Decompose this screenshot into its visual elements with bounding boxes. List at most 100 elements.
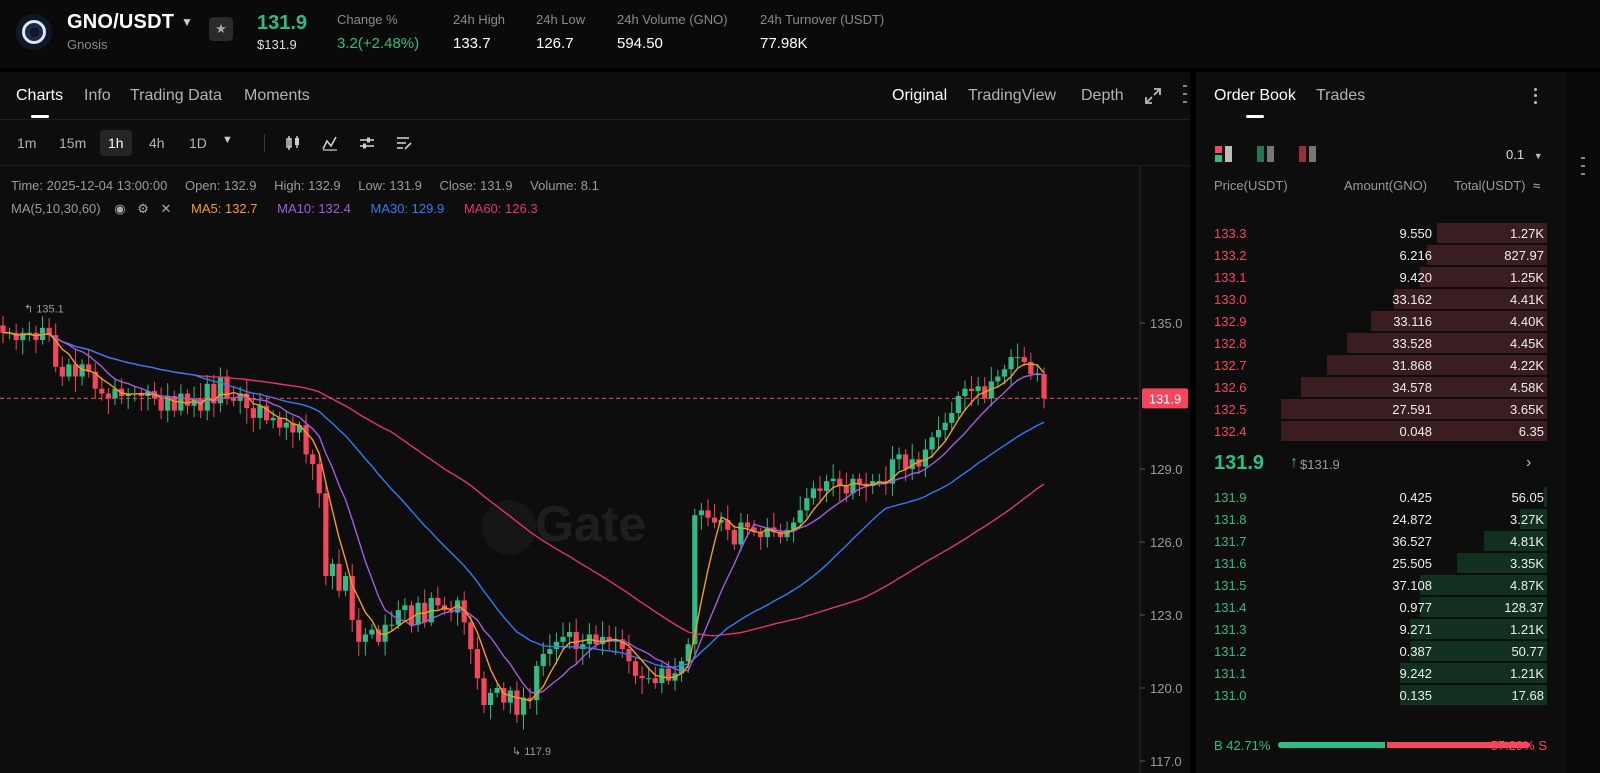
ask-row[interactable]: 132.5 27.591 3.65K <box>1214 398 1547 420</box>
chevron-right-icon[interactable]: › <box>1526 454 1532 471</box>
tab-order-book[interactable]: Order Book <box>1214 87 1296 104</box>
row-total: 4.81K <box>1510 534 1544 549</box>
candle-body <box>1001 369 1008 377</box>
bid-row[interactable]: 131.3 9.271 1.21K <box>1214 618 1547 640</box>
view-bids-icon[interactable] <box>1256 145 1278 163</box>
bid-row[interactable]: 131.8 24.872 3.27K <box>1214 508 1547 530</box>
tab-trades[interactable]: Trades <box>1316 87 1366 104</box>
row-total: 4.22K <box>1510 358 1544 373</box>
ask-row[interactable]: 133.3 9.550 1.27K <box>1214 222 1547 244</box>
candle-body <box>158 398 164 411</box>
candle-body <box>343 576 349 591</box>
bid-row[interactable]: 131.0 0.135 17.68 <box>1214 684 1547 706</box>
stat-label: 24h Turnover (USDT) <box>760 12 885 27</box>
timeframe-4h[interactable]: 4h <box>149 135 165 151</box>
candle-body <box>494 688 500 693</box>
bid-row[interactable]: 131.5 37.108 4.87K <box>1214 574 1547 596</box>
ask-row[interactable]: 133.2 6.216 827.97 <box>1214 244 1547 266</box>
row-total: 4.41K <box>1510 292 1544 307</box>
ask-row[interactable]: 133.1 9.420 1.25K <box>1214 266 1547 288</box>
ask-row[interactable]: 132.7 31.868 4.22K <box>1214 354 1547 376</box>
tab-charts[interactable]: Charts <box>16 87 64 104</box>
expand-icon[interactable] <box>1144 87 1162 105</box>
candle-body <box>968 388 975 392</box>
ask-row[interactable]: 132.6 34.578 4.58K <box>1214 376 1547 398</box>
bid-row[interactable]: 131.9 0.425 56.05 <box>1214 486 1547 508</box>
low-marker-label: ↳ 117.9 <box>512 746 551 758</box>
toggle-total-icon[interactable]: ≈ <box>1533 178 1541 193</box>
more-options-icon[interactable] <box>1532 86 1538 106</box>
candlestick-chart[interactable]: ⬤Gate135.0129.0126.0123.0120.0117.011-30… <box>0 166 1190 773</box>
y-tick-label: 120.0 <box>1150 681 1183 696</box>
tab-original[interactable]: Original <box>892 87 948 104</box>
ma10-value: MA10: 132.4 <box>277 201 351 216</box>
row-amount: 25.505 <box>1392 556 1432 571</box>
row-amount: 34.578 <box>1392 380 1432 395</box>
candle-body <box>487 692 494 706</box>
row-price: 131.1 <box>1214 666 1247 681</box>
ohlc-readout: Time: 2025-12-04 13:00:00 Open: 132.9 Hi… <box>11 178 613 193</box>
row-amount: 0.135 <box>1399 688 1432 703</box>
tab-tradingview[interactable]: TradingView <box>968 87 1057 104</box>
candle-body <box>250 408 256 418</box>
candle-body <box>540 653 546 667</box>
depth-bar <box>1393 289 1547 309</box>
stat-change: Change % 3.2(+2.48%) <box>337 12 419 52</box>
candle-body <box>86 364 92 372</box>
ask-row[interactable]: 132.8 33.528 4.45K <box>1214 332 1547 354</box>
stat-value: 77.98K <box>760 35 808 52</box>
last-price: 131.9 <box>257 12 308 34</box>
timeframe-1h[interactable]: 1h <box>100 130 132 156</box>
bid-row[interactable]: 131.6 25.505 3.35K <box>1214 552 1547 574</box>
tab-info[interactable]: Info <box>84 87 111 104</box>
candle-body <box>244 393 250 409</box>
favorite-star-button[interactable]: ★ <box>209 17 233 41</box>
drawing-tools-icon[interactable] <box>395 134 413 152</box>
ma-legend: MA(5,10,30,60) ◉ ⚙ ✕ MA5: 132.7 MA10: 13… <box>11 201 554 217</box>
ask-row[interactable]: 132.9 33.116 4.40K <box>1214 310 1547 332</box>
candle-body <box>791 522 797 530</box>
bid-row[interactable]: 131.7 36.527 4.81K <box>1214 530 1547 552</box>
candle-body <box>224 376 230 399</box>
candle-body <box>850 478 856 494</box>
ask-row[interactable]: 132.4 0.048 6.35 <box>1214 420 1547 442</box>
tab-depth[interactable]: Depth <box>1081 87 1124 104</box>
candle-body <box>837 478 843 487</box>
view-both-icon[interactable] <box>1214 145 1236 163</box>
bid-row[interactable]: 131.1 9.242 1.21K <box>1214 662 1547 684</box>
eye-icon[interactable]: ◉ <box>114 201 126 216</box>
timeframe-15m[interactable]: 15m <box>59 135 87 151</box>
settings-icon[interactable]: ⚙ <box>137 201 149 216</box>
ask-row[interactable]: 133.0 33.162 4.41K <box>1214 288 1547 310</box>
indicator-icon[interactable] <box>321 134 339 152</box>
sidebar-menu-icon[interactable] <box>1580 154 1586 178</box>
candle-body <box>665 668 672 681</box>
view-asks-icon[interactable] <box>1298 145 1320 163</box>
row-total: 56.05 <box>1511 490 1544 505</box>
settings-sliders-icon[interactable] <box>358 134 376 152</box>
candle-body <box>375 629 382 642</box>
row-amount: 6.216 <box>1399 248 1432 263</box>
candle-body <box>797 510 803 523</box>
timeframe-1m[interactable]: 1m <box>17 135 37 151</box>
tab-moments[interactable]: Moments <box>244 87 310 104</box>
bid-row[interactable]: 131.2 0.387 50.77 <box>1214 640 1547 662</box>
candle-body <box>962 388 968 396</box>
bid-row[interactable]: 131.4 0.977 128.37 <box>1214 596 1547 618</box>
timeframe-more-caret-icon[interactable]: ▼ <box>222 134 233 146</box>
precision-select[interactable]: 0.1 ▼ <box>1506 147 1543 162</box>
chart-menu-icon[interactable] <box>1182 82 1188 106</box>
candle-body <box>468 622 474 650</box>
last-price-usd: $131.9 <box>257 37 297 52</box>
pair-dropdown-caret-icon[interactable]: ▼ <box>181 15 193 29</box>
stat-label: 24h Volume (GNO) <box>617 12 728 27</box>
pair-symbol[interactable]: GNO/USDT <box>67 11 175 33</box>
timeframe-1d[interactable]: 1D <box>189 135 207 151</box>
tab-trading-data[interactable]: Trading Data <box>130 87 222 104</box>
candle-body <box>777 532 784 538</box>
close-icon[interactable]: ✕ <box>160 201 172 216</box>
candle-body <box>652 678 658 684</box>
y-tick-label: 126.0 <box>1150 535 1183 550</box>
toolbar-divider <box>264 134 265 152</box>
candle-type-icon[interactable] <box>284 134 302 152</box>
